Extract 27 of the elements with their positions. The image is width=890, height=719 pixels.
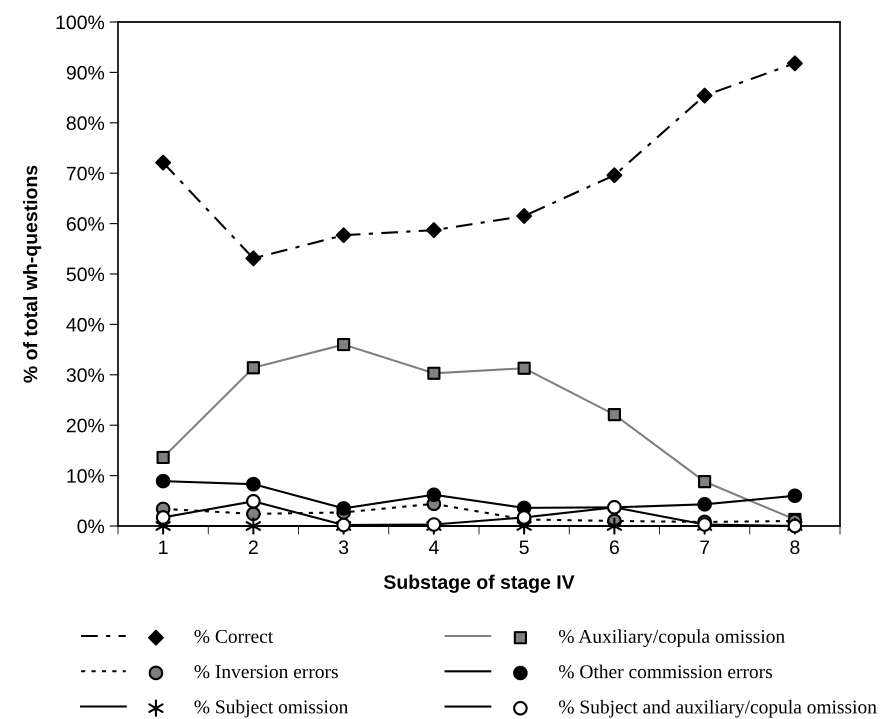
x-tick-label: 7 — [700, 540, 710, 554]
legend-label: % Subject omission — [194, 700, 348, 718]
y-tick-label: 100% — [56, 15, 104, 30]
y-tick-label: 60% — [66, 217, 104, 231]
y-tick-label: 0% — [77, 519, 104, 534]
x-tick-label: 3 — [338, 540, 348, 554]
y-tick-label: 50% — [66, 267, 104, 282]
x-tick-label: 6 — [610, 540, 619, 554]
x-tick-label: 1 — [159, 540, 168, 554]
x-tick-label: 2 — [248, 540, 258, 554]
x-tick-label: 5 — [519, 540, 529, 554]
x-tick-label: 8 — [790, 540, 800, 554]
y-tick-label: 80% — [66, 116, 104, 130]
legend-label: % Other commission errors — [558, 664, 772, 678]
y-axis-title: % of total wh-questions — [23, 166, 42, 383]
x-tick-label: 4 — [428, 540, 439, 554]
y-tick-label: 90% — [66, 66, 104, 80]
x-axis-title: Substage of stage IV — [384, 574, 574, 593]
y-tick-label: 30% — [66, 368, 104, 382]
legend-label: % Auxiliary/copula omission — [558, 629, 785, 647]
y-tick-label: 10% — [67, 469, 104, 483]
y-tick-label: 20% — [66, 418, 104, 432]
legend-label: % Subject and auxiliary/copula omission — [558, 700, 877, 718]
y-tick-label: 40% — [66, 318, 104, 332]
legend-label: % Correct — [194, 630, 274, 644]
y-tick-label: 70% — [66, 166, 104, 180]
legend-label: % Inversion errors — [194, 665, 338, 678]
